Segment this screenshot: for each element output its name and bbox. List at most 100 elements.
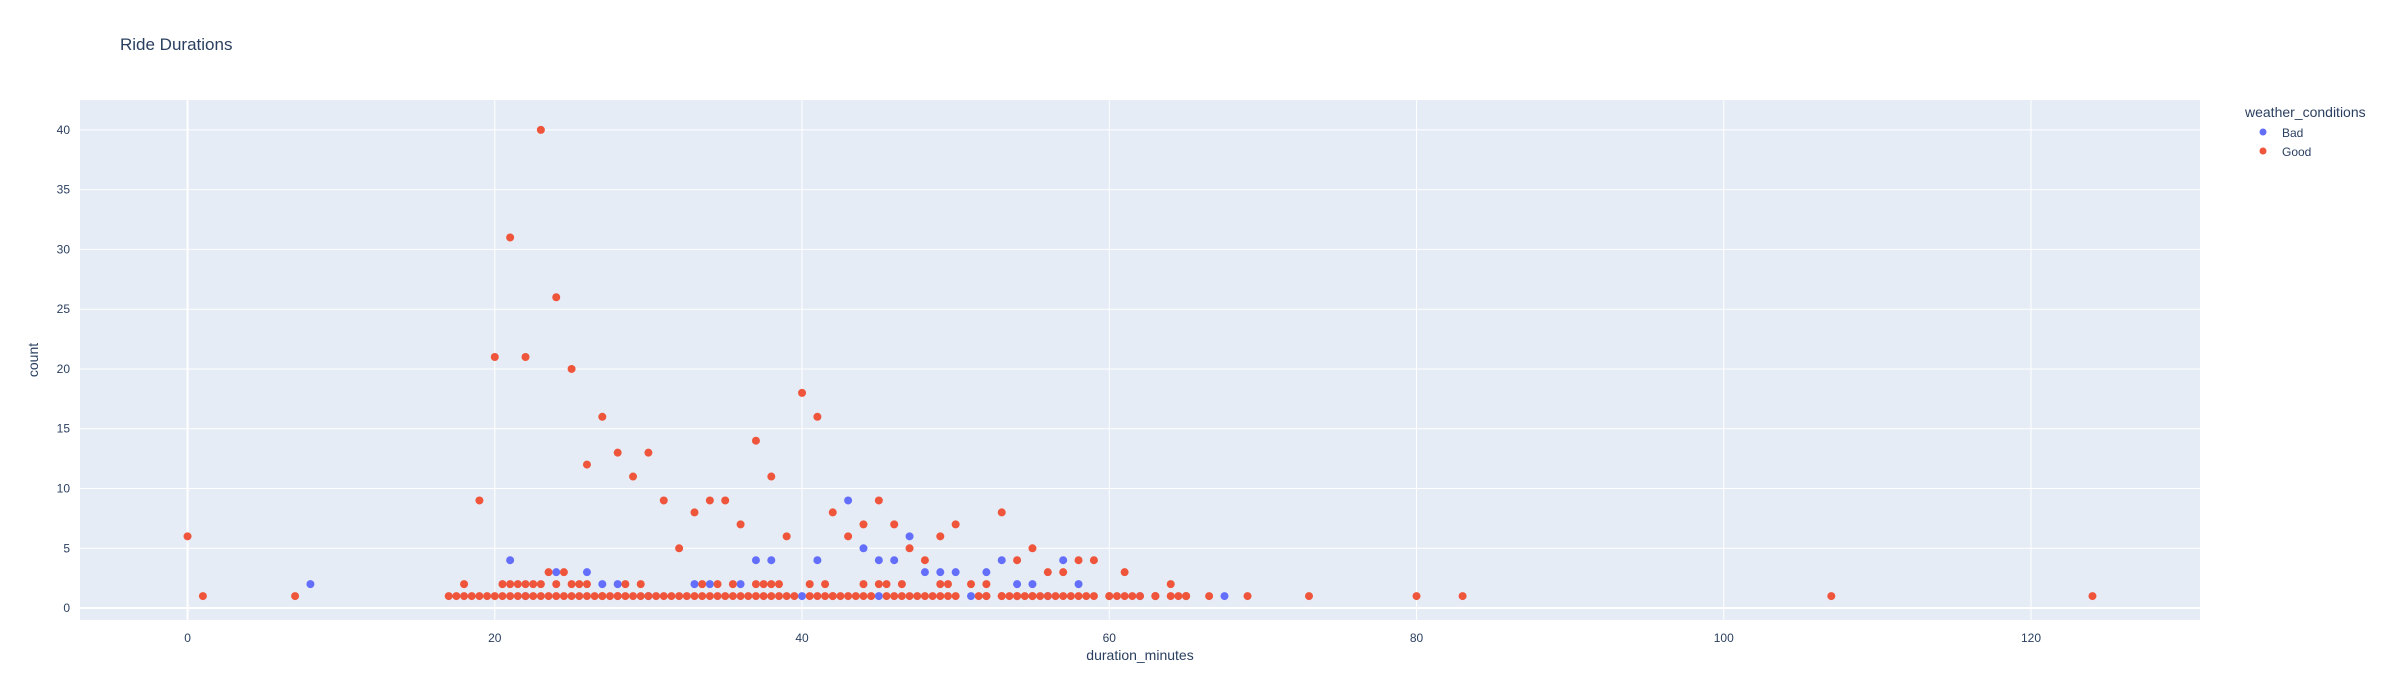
data-point-good[interactable] [513,592,522,601]
data-point-good[interactable] [997,592,1006,601]
data-point-good[interactable] [552,293,561,302]
data-point-good[interactable] [629,472,638,481]
data-point-good[interactable] [529,580,538,589]
data-point-good[interactable] [575,580,584,589]
data-point-good[interactable] [767,472,776,481]
data-point-good[interactable] [521,580,530,589]
data-point-good[interactable] [1243,592,1252,601]
data-point-good[interactable] [805,592,814,601]
data-point-good[interactable] [751,592,760,601]
data-point-good[interactable] [513,580,522,589]
data-point-good[interactable] [774,592,783,601]
data-point-good[interactable] [682,592,691,601]
data-point-good[interactable] [736,592,745,601]
data-point-bad[interactable] [905,532,914,541]
data-point-good[interactable] [636,592,645,601]
data-point-good[interactable] [506,233,515,242]
data-point-good[interactable] [828,592,837,601]
data-point-good[interactable] [836,592,845,601]
data-point-good[interactable] [982,592,991,601]
data-point-good[interactable] [844,532,853,541]
data-point-good[interactable] [552,580,561,589]
data-point-good[interactable] [183,532,192,541]
data-point-good[interactable] [821,592,830,601]
data-point-good[interactable] [690,508,699,517]
data-point-good[interactable] [920,556,929,565]
data-point-bad[interactable] [767,556,776,565]
data-point-good[interactable] [821,580,830,589]
data-point-good[interactable] [874,496,883,505]
data-point-good[interactable] [1043,592,1052,601]
data-point-good[interactable] [997,508,1006,517]
data-point-good[interactable] [767,592,776,601]
data-point-good[interactable] [536,580,545,589]
data-point-good[interactable] [1036,592,1045,601]
data-point-bad[interactable] [997,556,1006,565]
data-point-good[interactable] [751,580,760,589]
data-point-bad[interactable] [967,592,976,601]
data-point-good[interactable] [460,592,469,601]
data-point-good[interactable] [897,580,906,589]
data-point-good[interactable] [536,125,545,134]
data-point-good[interactable] [928,592,937,601]
data-point-good[interactable] [498,592,507,601]
data-point-good[interactable] [1151,592,1160,601]
data-point-good[interactable] [967,580,976,589]
data-point-good[interactable] [913,592,922,601]
data-point-good[interactable] [1458,592,1467,601]
data-point-good[interactable] [936,592,945,601]
data-point-good[interactable] [1412,592,1421,601]
data-point-good[interactable] [659,592,668,601]
data-point-good[interactable] [705,592,714,601]
data-point-good[interactable] [636,580,645,589]
data-point-good[interactable] [575,592,584,601]
data-point-good[interactable] [728,580,737,589]
data-point-bad[interactable] [951,568,960,577]
data-point-good[interactable] [1112,592,1121,601]
data-point-good[interactable] [798,388,807,397]
data-point-bad[interactable] [552,568,561,577]
data-point-good[interactable] [467,592,476,601]
data-point-good[interactable] [291,592,300,601]
data-point-good[interactable] [475,496,484,505]
data-point-good[interactable] [782,532,791,541]
data-point-good[interactable] [982,580,991,589]
data-point-good[interactable] [1028,544,1037,553]
data-point-good[interactable] [452,592,461,601]
data-point-good[interactable] [736,520,745,529]
data-point-good[interactable] [974,592,983,601]
data-point-good[interactable] [621,592,630,601]
data-point-good[interactable] [582,592,591,601]
data-point-good[interactable] [859,592,868,601]
data-point-bad[interactable] [982,568,991,577]
data-point-good[interactable] [759,592,768,601]
data-point-good[interactable] [198,592,207,601]
data-point-good[interactable] [567,592,576,601]
data-point-good[interactable] [1059,568,1068,577]
data-point-good[interactable] [867,592,876,601]
data-point-good[interactable] [721,592,730,601]
data-point-good[interactable] [460,580,469,589]
data-point-good[interactable] [844,592,853,601]
data-point-good[interactable] [1089,592,1098,601]
data-point-good[interactable] [1005,592,1014,601]
data-point-good[interactable] [475,592,484,601]
data-point-bad[interactable] [582,568,591,577]
data-point-good[interactable] [598,412,607,421]
data-point-good[interactable] [943,592,952,601]
data-point-good[interactable] [613,448,622,457]
data-point-good[interactable] [1051,592,1060,601]
data-point-good[interactable] [690,592,699,601]
data-point-good[interactable] [774,580,783,589]
data-point-bad[interactable] [1059,556,1068,565]
data-point-good[interactable] [813,592,822,601]
data-point-good[interactable] [1827,592,1836,601]
data-point-bad[interactable] [1028,580,1037,589]
data-point-good[interactable] [1120,568,1129,577]
data-point-good[interactable] [951,520,960,529]
data-point-bad[interactable] [613,580,622,589]
data-point-good[interactable] [943,580,952,589]
data-point-good[interactable] [490,353,499,362]
data-point-good[interactable] [713,580,722,589]
data-point-good[interactable] [659,496,668,505]
